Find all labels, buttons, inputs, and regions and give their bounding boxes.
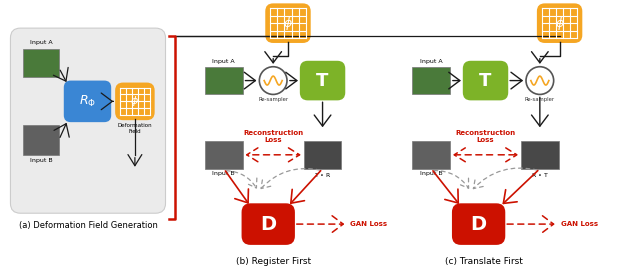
FancyBboxPatch shape (537, 3, 582, 43)
Text: Re-sampler: Re-sampler (258, 97, 288, 102)
Text: Re-sampler: Re-sampler (525, 97, 555, 102)
Bar (205, 141, 243, 169)
Text: $\phi$: $\phi$ (555, 15, 564, 32)
Text: R $\circ$ T: R $\circ$ T (531, 171, 549, 179)
Text: GAN Loss: GAN Loss (350, 221, 387, 227)
Bar (521, 141, 559, 169)
Bar (412, 67, 450, 94)
Text: (c) Translate First: (c) Translate First (445, 257, 522, 266)
Bar (23, 125, 59, 155)
Text: (b) Register First: (b) Register First (236, 257, 311, 266)
Text: D: D (470, 215, 486, 234)
Text: Input B: Input B (212, 171, 235, 176)
Text: Input A: Input A (212, 59, 235, 64)
Circle shape (526, 67, 554, 94)
Text: T: T (316, 72, 329, 90)
Text: Input A: Input A (29, 40, 52, 45)
Text: Input A: Input A (420, 59, 442, 64)
Text: T: T (479, 72, 492, 90)
FancyBboxPatch shape (10, 28, 166, 213)
Text: $\phi$: $\phi$ (283, 15, 293, 32)
Text: Reconstruction
Loss: Reconstruction Loss (456, 130, 516, 143)
Text: (a) Deformation Field Generation: (a) Deformation Field Generation (19, 221, 158, 230)
Text: Input B: Input B (420, 171, 442, 176)
Bar (205, 67, 243, 94)
FancyBboxPatch shape (463, 61, 508, 100)
Text: $R_\Phi$: $R_\Phi$ (79, 94, 96, 109)
Text: GAN Loss: GAN Loss (561, 221, 598, 227)
Text: Input B: Input B (29, 158, 52, 163)
Text: $\phi$: $\phi$ (131, 94, 140, 108)
Circle shape (259, 67, 287, 94)
Text: Reconstruction
Loss: Reconstruction Loss (243, 130, 303, 143)
Text: T $\circ$ R: T $\circ$ R (314, 171, 332, 179)
FancyBboxPatch shape (64, 81, 111, 122)
Bar (412, 141, 450, 169)
Bar (23, 49, 59, 77)
FancyBboxPatch shape (241, 203, 295, 245)
Text: Deformation
Field: Deformation Field (118, 123, 152, 134)
FancyBboxPatch shape (300, 61, 345, 100)
FancyBboxPatch shape (115, 82, 155, 120)
FancyBboxPatch shape (265, 3, 310, 43)
Bar (304, 141, 341, 169)
Text: D: D (260, 215, 276, 234)
FancyBboxPatch shape (452, 203, 505, 245)
